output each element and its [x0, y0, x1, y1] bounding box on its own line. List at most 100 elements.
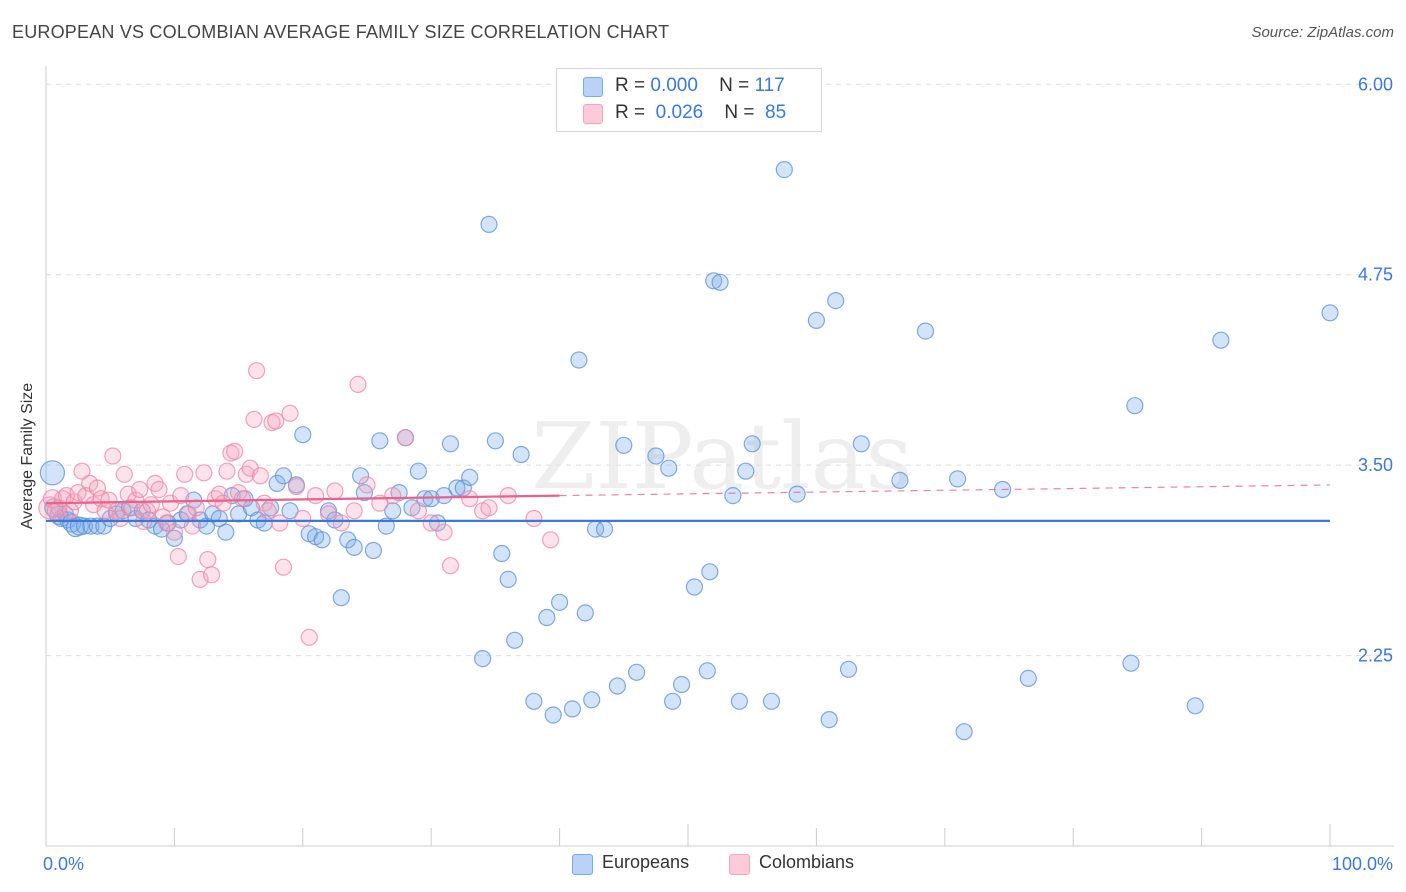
- point-europeans-65: [435, 487, 453, 505]
- point-europeans-110: [852, 435, 870, 453]
- point-europeans-77: [525, 692, 543, 710]
- y-tick-label-0: 6.00: [1358, 74, 1393, 94]
- point-colombians-76: [396, 429, 415, 447]
- chart-title: EUROPEAN VS COLOMBIAN AVERAGE FAMILY SIZ…: [12, 22, 670, 42]
- point-colombians-73: [358, 476, 376, 494]
- legend-r-value-colombians: 0.026: [655, 102, 704, 123]
- point-colombians-41: [195, 464, 213, 482]
- point-europeans-49: [332, 589, 350, 607]
- point-colombians-67: [307, 487, 325, 505]
- point-colombians-84: [541, 531, 560, 549]
- point-colombians-69: [326, 482, 344, 500]
- point-colombians-80: [461, 490, 479, 508]
- point-colombians-75: [384, 487, 402, 505]
- point-colombians-56: [251, 467, 269, 485]
- point-colombians-46: [214, 494, 232, 512]
- point-colombians-24: [131, 480, 149, 499]
- point-colombians-70: [332, 514, 350, 532]
- point-europeans-88: [615, 436, 633, 454]
- point-colombians-63: [281, 404, 299, 422]
- point-colombians-13: [88, 479, 107, 497]
- point-europeans-46: [313, 531, 331, 549]
- point-colombians-55: [248, 362, 266, 380]
- point-europeans-119: [1186, 697, 1204, 715]
- point-colombians-17: [104, 447, 122, 465]
- point-europeans-84: [583, 691, 601, 709]
- point-europeans-80: [550, 593, 569, 611]
- point-europeans-107: [820, 710, 838, 729]
- point-colombians-36: [176, 465, 194, 483]
- point-colombians-60: [267, 412, 285, 430]
- point-europeans-74: [499, 570, 517, 589]
- series-colombians: [38, 362, 560, 646]
- y-tick-labels: 6.00 4.75 3.50 2.25: [1358, 74, 1393, 665]
- point-europeans-61: [409, 462, 427, 480]
- legend-swatch-europeans: [583, 77, 603, 97]
- point-europeans-109: [839, 660, 858, 678]
- point-europeans-78: [538, 608, 556, 627]
- point-europeans-89: [627, 663, 646, 681]
- point-colombians-27: [142, 496, 160, 514]
- point-europeans-102: [743, 435, 761, 453]
- data-points: [38, 161, 1339, 741]
- point-colombians-49: [226, 442, 244, 460]
- point-europeans-112: [916, 322, 935, 340]
- point-colombians-23: [127, 491, 145, 509]
- point-colombians-51: [233, 490, 252, 508]
- point-colombians-29: [150, 480, 168, 499]
- point-europeans-71: [480, 215, 498, 233]
- bottom-legend-label-colombians: Colombians: [759, 852, 855, 872]
- point-europeans-100: [730, 692, 749, 710]
- point-colombians-61: [271, 514, 289, 532]
- point-colombians-20: [115, 465, 133, 483]
- point-colombians-62: [274, 558, 293, 576]
- point-europeans-72: [486, 432, 504, 450]
- point-europeans-54: [364, 541, 382, 560]
- point-europeans-43: [294, 426, 312, 444]
- point-colombians-54: [245, 410, 263, 428]
- point-europeans-114: [955, 723, 973, 741]
- bottom-legend-swatch-europeans: [572, 854, 593, 875]
- point-europeans-73: [493, 544, 511, 563]
- legend-n-value-colombians: 85: [765, 102, 787, 123]
- point-colombians-45: [210, 485, 228, 503]
- point-europeans-31: [217, 523, 235, 541]
- point-europeans-66: [441, 435, 460, 453]
- trend-lines: [45, 484, 1331, 522]
- bottom-legend-swatch-colombians: [729, 854, 750, 875]
- point-europeans-101: [737, 462, 755, 480]
- legend-r-value-europeans: 0.000: [650, 75, 698, 96]
- point-colombians-72: [349, 375, 367, 393]
- point-colombians-47: [218, 462, 236, 480]
- point-europeans-116: [1019, 669, 1037, 688]
- point-colombians-35: [172, 487, 190, 505]
- point-colombians-9: [73, 462, 91, 480]
- point-europeans-121: [1321, 304, 1339, 322]
- point-colombians-66: [300, 628, 318, 646]
- point-europeans-103: [762, 692, 781, 710]
- point-europeans-99: [724, 487, 742, 505]
- point-colombians-39: [187, 499, 205, 517]
- point-europeans-79: [544, 706, 562, 724]
- point-europeans-96: [701, 563, 719, 581]
- trend-line-colombians-dashed: [559, 484, 1331, 497]
- point-europeans-105: [788, 485, 806, 503]
- chart-source: Source: ZipAtlas.com: [1251, 24, 1394, 41]
- x-tick-label-min: 0.0%: [43, 854, 84, 874]
- point-europeans-91: [660, 459, 678, 477]
- point-europeans-40: [274, 467, 293, 485]
- bottom-legend-label-europeans: Europeans: [602, 852, 690, 872]
- point-europeans-9: [75, 517, 94, 535]
- point-europeans-41: [281, 502, 299, 520]
- point-europeans-10: [82, 517, 100, 535]
- point-colombians-79: [435, 523, 453, 541]
- point-europeans-70: [474, 649, 492, 668]
- point-colombians-19: [111, 509, 130, 528]
- point-europeans-75: [506, 631, 524, 649]
- point-colombians-83: [525, 509, 543, 528]
- point-europeans-82: [570, 351, 588, 369]
- stats-legend: R = 0.000 N = 117 R = 0.026 N = 85: [556, 68, 822, 132]
- x-tick-label-max: 100.0%: [1332, 854, 1393, 874]
- point-europeans-118: [1126, 397, 1144, 415]
- point-europeans-52: [352, 467, 370, 485]
